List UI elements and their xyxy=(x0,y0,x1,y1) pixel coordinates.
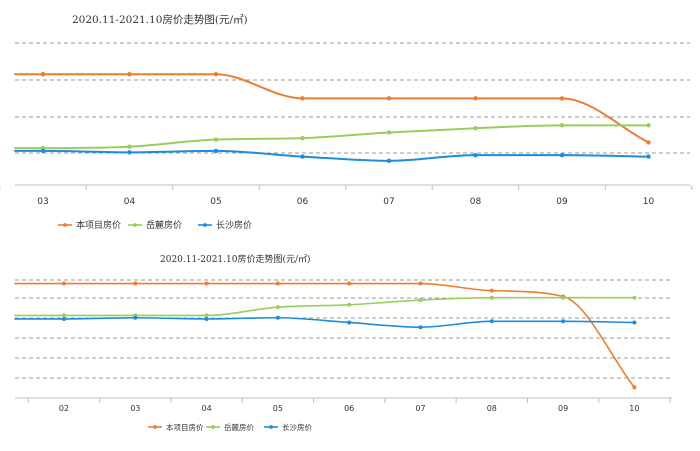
data-point xyxy=(561,319,566,324)
data-point xyxy=(561,295,566,300)
data-point xyxy=(275,281,280,286)
x-tick-label: 05 xyxy=(273,404,283,413)
legend-marker xyxy=(133,223,137,227)
series-line xyxy=(14,282,636,389)
data-point xyxy=(133,281,138,286)
data-point xyxy=(40,148,46,154)
data-point xyxy=(386,130,392,135)
x-tick-label: 07 xyxy=(383,197,394,207)
series-line xyxy=(14,73,650,144)
data-point xyxy=(347,302,352,307)
data-point xyxy=(489,288,494,293)
x-tick-label: 05 xyxy=(210,197,221,207)
data-point xyxy=(40,72,46,77)
legend-marker xyxy=(203,223,207,227)
x-tick-label: 02 xyxy=(59,404,69,413)
legend-marker xyxy=(153,425,157,429)
x-tick-label: 07 xyxy=(415,404,425,413)
x-tick-label: 04 xyxy=(202,404,212,413)
legend-label: 本项目房价 xyxy=(76,219,121,231)
legend-marker xyxy=(269,425,273,429)
data-point xyxy=(473,126,478,131)
data-point xyxy=(127,144,132,149)
chart-title: 2020.11-2021.10房价走势图(元/㎡) xyxy=(160,253,311,265)
x-tick-label: 10 xyxy=(629,404,639,413)
data-point xyxy=(646,154,651,159)
legend-marker xyxy=(63,223,67,227)
chart-title: 2020.11-2021.10房价走势图(元/㎡) xyxy=(72,13,248,26)
data-point xyxy=(489,295,494,300)
data-point xyxy=(213,137,219,142)
data-point xyxy=(386,96,392,101)
data-point xyxy=(204,316,209,321)
data-point xyxy=(559,96,565,101)
data-point xyxy=(127,150,132,155)
data-point xyxy=(275,305,280,310)
legend-label: 长沙房价 xyxy=(216,219,252,231)
data-point xyxy=(632,385,637,390)
data-point xyxy=(632,295,637,300)
data-point xyxy=(473,96,478,101)
x-tick-label: 06 xyxy=(297,197,309,207)
series-line xyxy=(14,316,636,329)
data-point xyxy=(62,281,66,286)
legend-label: 岳麓房价 xyxy=(224,422,254,432)
legend-marker xyxy=(211,425,215,429)
data-point xyxy=(559,123,565,128)
x-tick-label: 08 xyxy=(470,197,482,207)
data-point xyxy=(275,315,280,320)
data-point xyxy=(213,148,219,154)
data-point xyxy=(62,313,66,318)
chart-2: 2020.11-2021.10房价走势图(元/㎡) 02 03 04 05 06 07 08 0… xyxy=(14,253,672,432)
data-point xyxy=(300,154,305,159)
x-tick-label: 10 xyxy=(643,197,655,207)
legend-label: 本项目房价 xyxy=(166,422,204,432)
data-point xyxy=(646,140,651,145)
data-point xyxy=(213,72,219,77)
data-point xyxy=(300,135,305,141)
data-point xyxy=(473,152,478,158)
legend-label: 岳麓房价 xyxy=(146,219,182,231)
data-point xyxy=(300,96,305,101)
legend-label: 长沙房价 xyxy=(282,422,312,432)
data-point xyxy=(418,325,423,330)
x-tick-label: 04 xyxy=(124,197,136,207)
data-point xyxy=(418,298,423,303)
data-point xyxy=(646,123,651,128)
series-line xyxy=(14,124,650,150)
data-point xyxy=(347,281,352,286)
data-point xyxy=(204,313,209,318)
data-point xyxy=(418,281,423,286)
x-tick-label: 03 xyxy=(130,404,140,413)
data-point xyxy=(347,320,352,325)
x-tick-label: 03 xyxy=(37,197,48,207)
chart-1: 2020.11-2021.10房价走势图(元/㎡) 03 04 05 06 07 08 09 1… xyxy=(0,13,693,231)
series-line xyxy=(14,296,636,317)
data-point xyxy=(127,72,132,77)
x-tick-label: 08 xyxy=(487,404,497,413)
data-point xyxy=(559,152,565,158)
x-tick-label: 06 xyxy=(344,404,354,413)
x-tick-label: 09 xyxy=(558,404,568,413)
data-point xyxy=(632,320,637,325)
data-point xyxy=(204,281,209,286)
data-point xyxy=(133,315,138,320)
series-line xyxy=(14,149,650,162)
data-point xyxy=(489,319,494,324)
data-point xyxy=(386,158,392,164)
data-point xyxy=(62,316,66,321)
x-tick-label: 09 xyxy=(556,197,568,207)
